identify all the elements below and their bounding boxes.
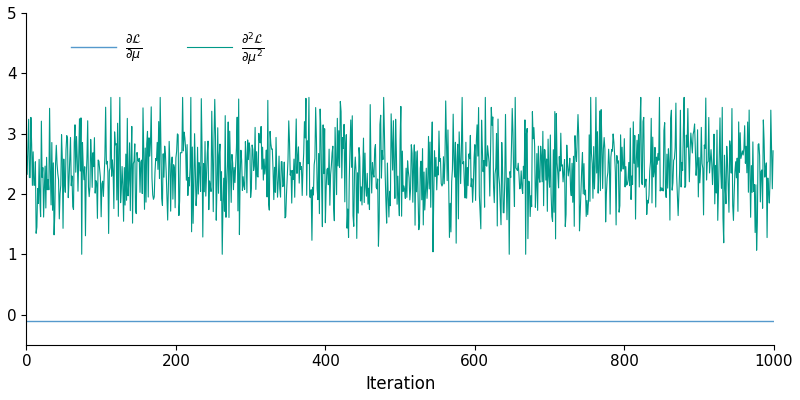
$\frac{\partial^2 \mathcal{L}}{\partial \mu^2}$ (77, 252, 86, 257)
$\frac{\partial \mathcal{L}}{\partial \mu}$ (618, 318, 627, 323)
$\frac{\partial \mathcal{L}}{\partial \mu}$ (98, 318, 107, 323)
$\frac{\partial \mathcal{L}}{\partial \mu}$ (534, 318, 544, 323)
Legend: $\frac{\partial \mathcal{L}}{\partial \mu}$, $\frac{\partial^2 \mathcal{L}}{\par: $\frac{\partial \mathcal{L}}{\partial \m… (66, 25, 270, 74)
X-axis label: Iteration: Iteration (365, 375, 435, 393)
$\frac{\partial^2 \mathcal{L}}{\partial \mu^2}$ (618, 166, 628, 171)
$\frac{\partial^2 \mathcal{L}}{\partial \mu^2}$ (98, 194, 108, 199)
$\frac{\partial \mathcal{L}}{\partial \mu}$ (604, 318, 614, 323)
$\frac{\partial^2 \mathcal{L}}{\partial \mu^2}$ (536, 144, 546, 149)
$\frac{\partial \mathcal{L}}{\partial \mu}$ (768, 318, 778, 323)
$\frac{\partial^2 \mathcal{L}}{\partial \mu^2}$ (606, 212, 615, 216)
$\frac{\partial \mathcal{L}}{\partial \mu}$ (350, 318, 360, 323)
$\frac{\partial \mathcal{L}}{\partial \mu}$ (323, 318, 333, 323)
$\frac{\partial^2 \mathcal{L}}{\partial \mu^2}$ (325, 203, 334, 208)
$\frac{\partial^2 \mathcal{L}}{\partial \mu^2}$ (352, 236, 362, 241)
Line: $\frac{\partial^2 \mathcal{L}}{\partial \mu^2}$: $\frac{\partial^2 \mathcal{L}}{\partial … (26, 98, 773, 254)
$\frac{\partial^2 \mathcal{L}}{\partial \mu^2}$ (768, 148, 778, 153)
$\frac{\partial^2 \mathcal{L}}{\partial \mu^2}$ (22, 151, 31, 156)
$\frac{\partial \mathcal{L}}{\partial \mu}$ (22, 318, 31, 323)
$\frac{\partial^2 \mathcal{L}}{\partial \mu^2}$ (106, 95, 116, 100)
